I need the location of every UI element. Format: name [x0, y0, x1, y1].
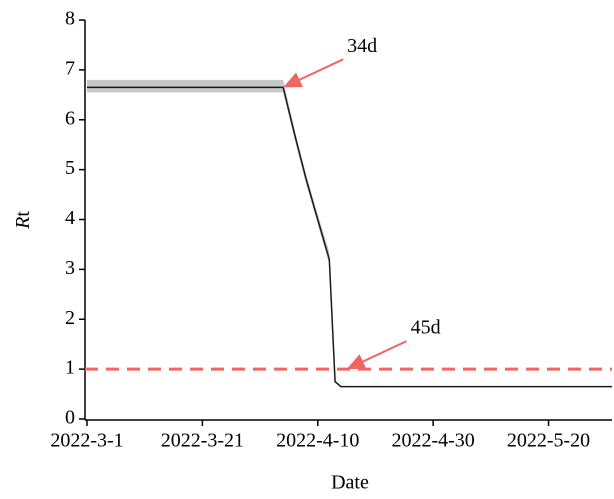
y-tick-label: 8: [65, 8, 75, 30]
annotation-arrow: [299, 58, 344, 81]
x-tick-label: 2022-4-30: [391, 430, 474, 452]
x-tick-label: 2022-3-21: [161, 430, 244, 452]
y-tick-label: 7: [65, 57, 75, 79]
annotation-arrowhead: [346, 354, 367, 370]
y-label-italic: R: [12, 217, 34, 230]
annotation-arrowhead: [283, 72, 303, 88]
x-tick-label: 2022-5-20: [507, 430, 590, 452]
y-tick-label: 6: [65, 107, 75, 129]
annotation-arrow: [362, 340, 408, 363]
y-tick-label: 2: [65, 307, 75, 329]
annotation-text: 45d: [411, 317, 441, 339]
annotation-text: 34d: [347, 35, 377, 57]
confidence-band: [87, 79, 612, 388]
y-label-plain: t: [12, 211, 34, 217]
x-axis-label: Date: [331, 472, 369, 494]
y-tick-label: 3: [65, 257, 75, 279]
y-tick-label: 1: [65, 357, 75, 379]
y-tick-label: 5: [65, 157, 75, 179]
x-tick-label: 2022-4-10: [276, 430, 359, 452]
line: [87, 86, 612, 388]
y-axis-label: Rt: [12, 211, 34, 230]
y-tick-label: 0: [65, 407, 75, 429]
y-tick-label: 4: [65, 207, 75, 229]
x-tick-label: 2022-3-1: [50, 430, 123, 452]
